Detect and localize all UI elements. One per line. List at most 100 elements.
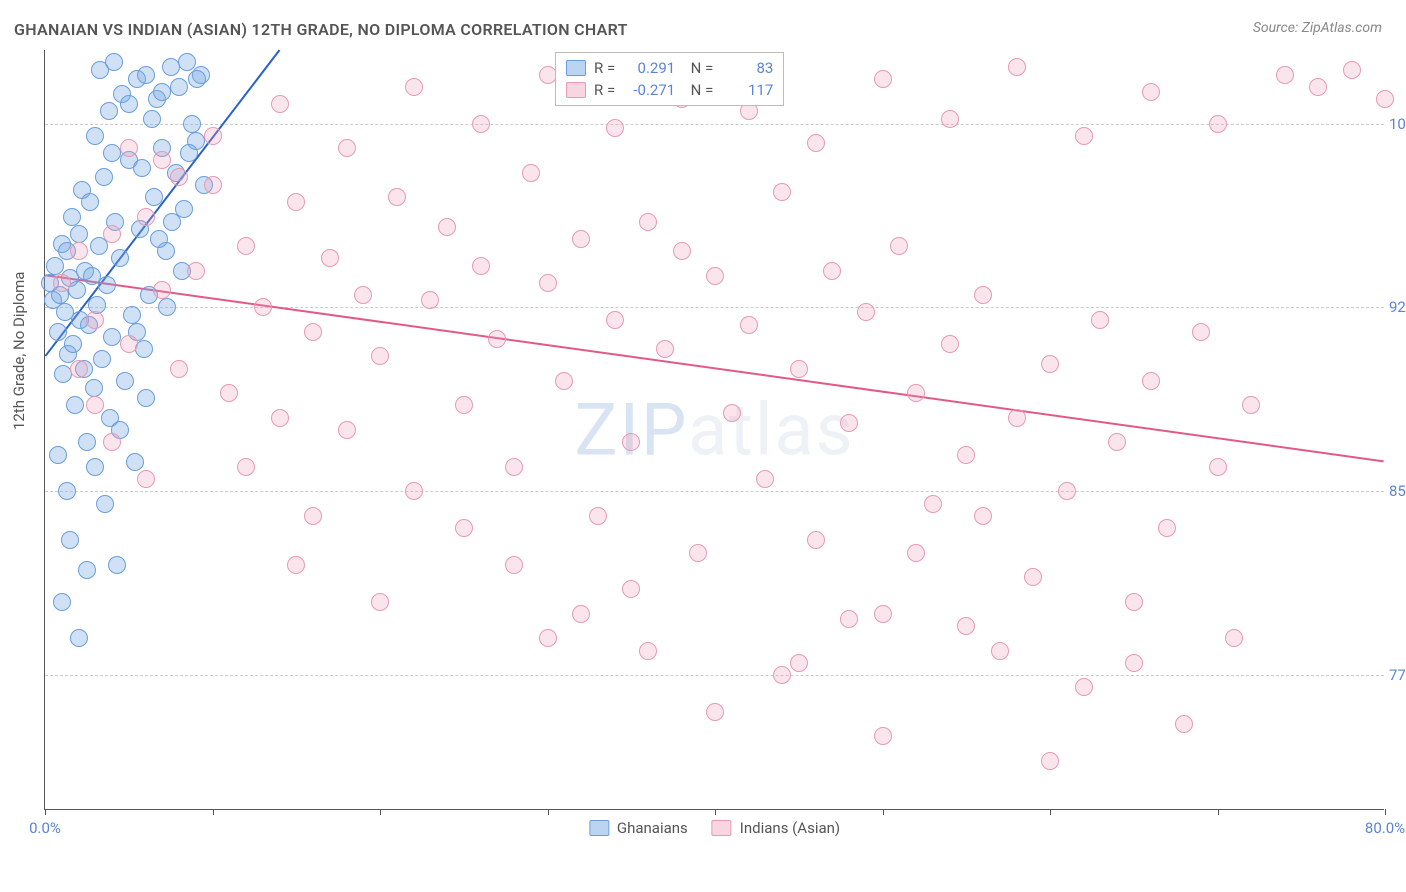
scatter-point	[1008, 409, 1026, 427]
scatter-point	[1376, 90, 1394, 108]
scatter-point	[924, 495, 942, 513]
scatter-point	[70, 629, 88, 647]
scatter-point	[187, 262, 205, 280]
scatter-point	[1058, 482, 1076, 500]
scatter-point	[941, 335, 959, 353]
series-legend: Ghanaians Indians (Asian)	[589, 819, 840, 837]
scatter-point	[505, 556, 523, 574]
scatter-point	[656, 340, 674, 358]
scatter-point	[63, 208, 81, 226]
scatter-point	[706, 703, 724, 721]
scatter-point	[304, 323, 322, 341]
scatter-point	[98, 276, 116, 294]
scatter-point	[153, 281, 171, 299]
scatter-point	[271, 95, 289, 113]
scatter-point	[120, 335, 138, 353]
n-label: N =	[683, 81, 713, 99]
scatter-point	[1175, 715, 1193, 733]
scatter-point	[421, 291, 439, 309]
scatter-point	[639, 213, 657, 231]
scatter-point	[606, 311, 624, 329]
scatter-point	[1108, 433, 1126, 451]
scatter-point	[1276, 66, 1294, 84]
scatter-point	[957, 617, 975, 635]
scatter-point	[941, 110, 959, 128]
scatter-point	[70, 360, 88, 378]
scatter-point	[133, 159, 151, 177]
scatter-point	[96, 495, 114, 513]
swatch-blue-icon	[566, 60, 586, 76]
scatter-point	[974, 286, 992, 304]
scatter-point	[49, 323, 67, 341]
scatter-point	[472, 115, 490, 133]
r-value-ghanaian: 0.291	[623, 59, 675, 77]
scatter-point	[907, 384, 925, 402]
scatter-point	[539, 274, 557, 292]
scatter-point	[1075, 678, 1093, 696]
scatter-point	[86, 311, 104, 329]
scatter-point	[321, 249, 339, 267]
scatter-point	[170, 360, 188, 378]
scatter-point	[354, 286, 372, 304]
scatter-point	[338, 139, 356, 157]
n-value-ghanaian: 83	[721, 59, 773, 77]
scatter-point	[539, 629, 557, 647]
scatter-point	[890, 237, 908, 255]
scatter-point	[116, 372, 134, 390]
scatter-point	[237, 458, 255, 476]
scatter-point	[237, 237, 255, 255]
scatter-point	[103, 225, 121, 243]
r-value-indian: -0.271	[623, 81, 675, 99]
scatter-point	[522, 164, 540, 182]
scatter-point	[137, 208, 155, 226]
scatter-point	[1343, 61, 1361, 79]
scatter-point	[371, 593, 389, 611]
scatter-point	[505, 458, 523, 476]
scatter-point	[53, 274, 71, 292]
scatter-point	[438, 218, 456, 236]
scatter-point	[539, 66, 557, 84]
scatter-point	[589, 507, 607, 525]
legend-row-ghanaian: R = 0.291 N = 83	[566, 57, 773, 79]
scatter-point	[61, 531, 79, 549]
scatter-point	[158, 298, 176, 316]
scatter-point	[1125, 654, 1143, 672]
scatter-point	[874, 605, 892, 623]
scatter-point	[823, 262, 841, 280]
scatter-point	[673, 242, 691, 260]
scatter-point	[907, 544, 925, 562]
scatter-point	[120, 95, 138, 113]
scatter-point	[807, 531, 825, 549]
scatter-point	[304, 507, 322, 525]
n-label: N =	[683, 59, 713, 77]
scatter-point	[145, 188, 163, 206]
legend-row-indian: R = -0.271 N = 117	[566, 79, 773, 101]
scatter-point	[840, 610, 858, 628]
scatter-point	[1309, 78, 1327, 96]
scatter-point	[622, 580, 640, 598]
scatter-point	[95, 168, 113, 186]
n-value-indian: 117	[721, 81, 773, 99]
scatter-point	[1242, 396, 1260, 414]
scatter-point	[70, 225, 88, 243]
scatter-point	[1225, 629, 1243, 647]
scatter-point	[706, 267, 724, 285]
scatter-point	[204, 176, 222, 194]
scatter-point	[555, 372, 573, 390]
scatter-point	[170, 78, 188, 96]
scatter-point	[254, 298, 272, 316]
legend-item-indian: Indians (Asian)	[712, 819, 840, 837]
scatter-point	[1075, 127, 1093, 145]
scatter-point	[974, 507, 992, 525]
swatch-blue-icon	[589, 820, 609, 836]
scatter-point	[86, 396, 104, 414]
scatter-point	[405, 78, 423, 96]
scatter-point	[126, 453, 144, 471]
scatter-point	[271, 409, 289, 427]
scatter-point	[111, 249, 129, 267]
scatter-point	[137, 389, 155, 407]
scatter-point	[388, 188, 406, 206]
chart-title: GHANAIAN VS INDIAN (ASIAN) 12TH GRADE, N…	[14, 20, 628, 39]
legend-label: Ghanaians	[617, 819, 688, 837]
source-label: Source: ZipAtlas.com	[1253, 20, 1382, 36]
